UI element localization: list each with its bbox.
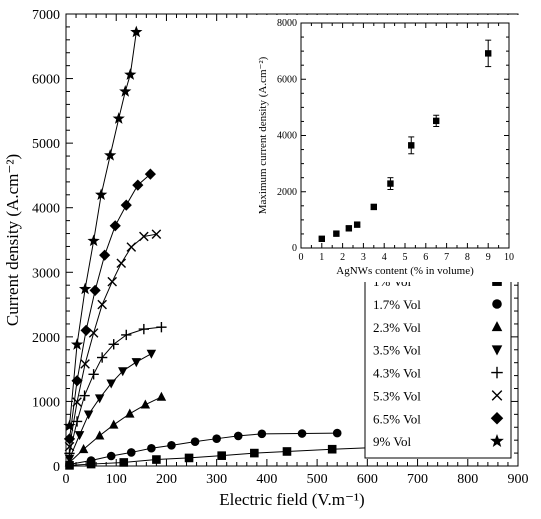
svg-text:2: 2: [340, 252, 345, 263]
svg-text:8: 8: [465, 252, 470, 263]
svg-text:100: 100: [106, 472, 127, 487]
svg-text:500: 500: [307, 472, 328, 487]
svg-text:Current density (A.cm⁻²): Current density (A.cm⁻²): [3, 154, 22, 326]
svg-text:600: 600: [357, 472, 378, 487]
svg-text:1000: 1000: [32, 395, 60, 410]
svg-text:7: 7: [444, 252, 449, 263]
svg-text:Maximum current density (A.cm⁻: Maximum current density (A.cm⁻²): [257, 56, 269, 214]
svg-text:900: 900: [508, 472, 529, 487]
svg-text:4000: 4000: [32, 202, 60, 217]
svg-text:6: 6: [423, 252, 428, 263]
legend-entry: 4.3% Vol: [373, 366, 421, 381]
svg-text:5: 5: [403, 252, 408, 263]
svg-text:700: 700: [407, 472, 428, 487]
chart-figure: 0100200300400500600700800900010002000300…: [0, 0, 541, 519]
svg-text:0: 0: [53, 460, 60, 475]
svg-text:2000: 2000: [32, 331, 60, 346]
svg-text:1: 1: [319, 252, 324, 263]
legend-entry: 9% Vol: [373, 434, 412, 449]
svg-text:0: 0: [292, 243, 297, 254]
legend-entry: 1.7% Vol: [373, 297, 421, 312]
svg-text:0: 0: [299, 252, 304, 263]
svg-text:3000: 3000: [32, 266, 60, 281]
svg-text:4: 4: [382, 252, 387, 263]
svg-text:3: 3: [361, 252, 366, 263]
svg-text:4000: 4000: [277, 131, 297, 142]
svg-text:0: 0: [63, 472, 70, 487]
legend-entry: 5.3% Vol: [373, 388, 421, 403]
svg-text:5000: 5000: [32, 137, 60, 152]
svg-text:6000: 6000: [277, 74, 297, 85]
svg-text:10: 10: [504, 252, 514, 263]
svg-text:7000: 7000: [32, 8, 60, 23]
legend-entry: 6.5% Vol: [373, 411, 421, 426]
svg-text:AgNWs content (% in volume): AgNWs content (% in volume): [336, 265, 474, 277]
svg-text:400: 400: [256, 472, 277, 487]
svg-text:200: 200: [156, 472, 177, 487]
svg-text:6000: 6000: [32, 73, 60, 88]
svg-text:800: 800: [457, 472, 478, 487]
svg-text:300: 300: [206, 472, 227, 487]
svg-text:2000: 2000: [277, 187, 297, 198]
legend-entry: 2.3% Vol: [373, 320, 421, 335]
svg-text:8000: 8000: [277, 18, 297, 29]
svg-text:Electric field (V.m⁻¹): Electric field (V.m⁻¹): [219, 490, 364, 509]
svg-text:9: 9: [486, 252, 491, 263]
legend-entry: 3.5% Vol: [373, 343, 421, 358]
